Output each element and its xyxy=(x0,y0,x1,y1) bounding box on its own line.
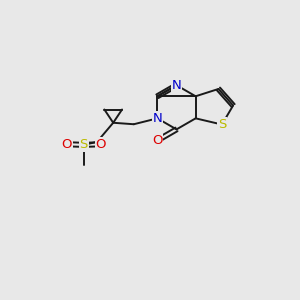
Text: O: O xyxy=(96,138,106,151)
Text: N: N xyxy=(152,112,162,125)
Text: O: O xyxy=(152,134,163,147)
Text: O: O xyxy=(61,138,72,151)
Text: N: N xyxy=(172,79,182,92)
Text: S: S xyxy=(218,118,226,131)
Text: S: S xyxy=(80,138,88,151)
